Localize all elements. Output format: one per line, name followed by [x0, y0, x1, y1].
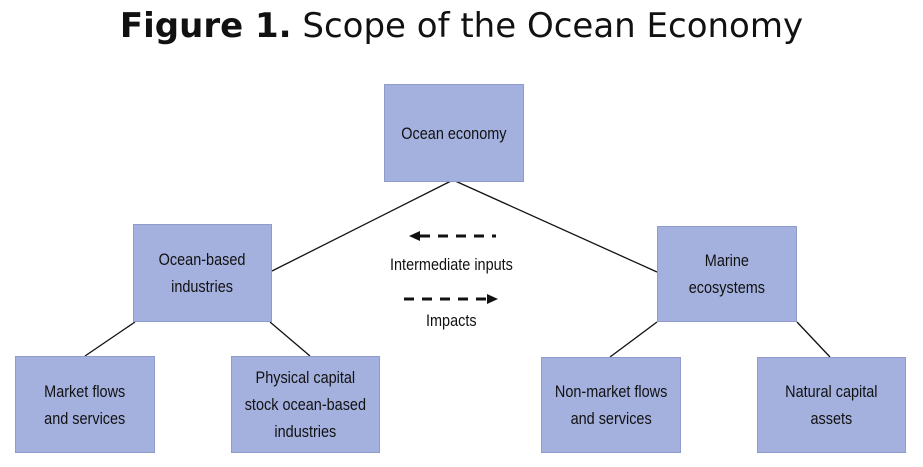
figure-number: Figure 1.	[119, 6, 292, 46]
node-natural-capital: Natural capital assets	[757, 357, 906, 453]
node-physical-capital: Physical capital stock ocean-based indus…	[231, 356, 380, 453]
edge-industries-to-physical	[269, 321, 311, 357]
node-market-flows: Market flows and services	[15, 356, 155, 453]
intermediate-inputs-arrow	[409, 231, 496, 241]
legend-impacts: Impacts	[426, 311, 477, 330]
edge-ocean-to-industries	[271, 179, 454, 272]
impacts-arrow	[404, 294, 498, 304]
edge-ecosystems-to-natural	[796, 321, 831, 358]
node-ocean-economy: Ocean economy	[384, 84, 524, 182]
node-non-market-flows: Non-market flows and services	[541, 357, 681, 453]
node-marine-ecosystems: Marine ecosystems	[657, 226, 797, 322]
edge-ocean-to-ecosystems	[452, 179, 658, 273]
edge-industries-to-market	[84, 321, 136, 357]
legend-intermediate-inputs: Intermediate inputs	[390, 255, 513, 274]
figure-title: Figure 1. Scope of the Ocean Economy	[0, 6, 923, 46]
edge-ecosystems-to-nonmarket	[609, 321, 658, 358]
node-ocean-based-industries: Ocean-based industries	[133, 224, 272, 322]
figure-caption: Scope of the Ocean Economy	[302, 6, 804, 46]
